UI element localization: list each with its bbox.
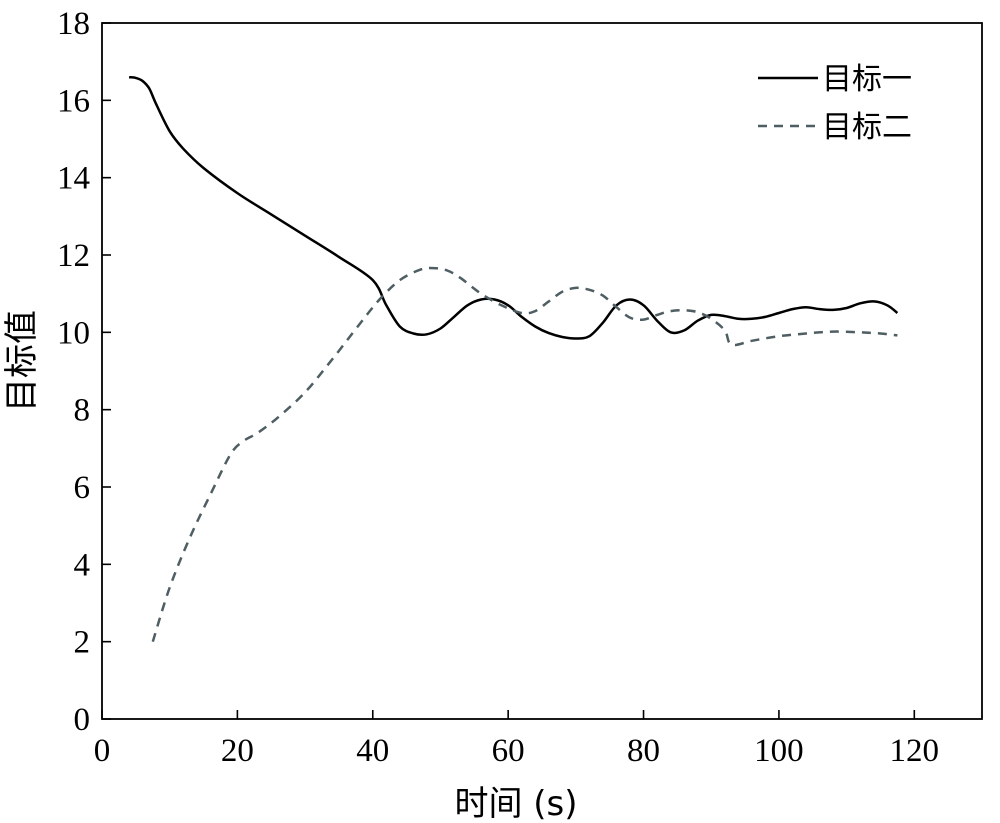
plot-frame [101,22,983,720]
series-line-1 [128,75,899,340]
y-tick-label: 6 [74,470,91,506]
y-tick-label: 14 [57,161,90,197]
series-line-2 [151,266,898,643]
legend: 目标一 目标二 [758,62,912,145]
x-tick-label: 120 [890,733,940,769]
y-tick-label: 12 [57,238,90,274]
y-axis-title: 目标值 [2,310,42,412]
x-tick-label: 20 [221,733,254,769]
x-axis: 0 20 40 60 80 100 120 [94,710,939,769]
y-tick-label: 10 [57,315,90,351]
y-tick-label: 18 [57,6,90,42]
y-tick-label: 16 [57,83,90,119]
legend-label-series-2: 目标二 [822,110,912,145]
y-tick-label: 8 [74,393,91,429]
x-tick-label: 80 [627,733,660,769]
x-tick-label: 100 [754,733,804,769]
x-axis-title: 时间 (s) [454,784,577,823]
series-layer [128,75,899,643]
y-axis: 0 2 4 6 8 10 12 14 16 18 [57,6,111,738]
y-tick-label: 2 [74,625,91,661]
y-tick-label: 4 [74,547,91,583]
y-tick-label: 0 [74,702,91,738]
legend-label-series-1: 目标一 [822,62,912,97]
x-tick-label: 0 [94,733,111,769]
x-tick-label: 40 [356,733,389,769]
x-tick-label: 60 [492,733,525,769]
